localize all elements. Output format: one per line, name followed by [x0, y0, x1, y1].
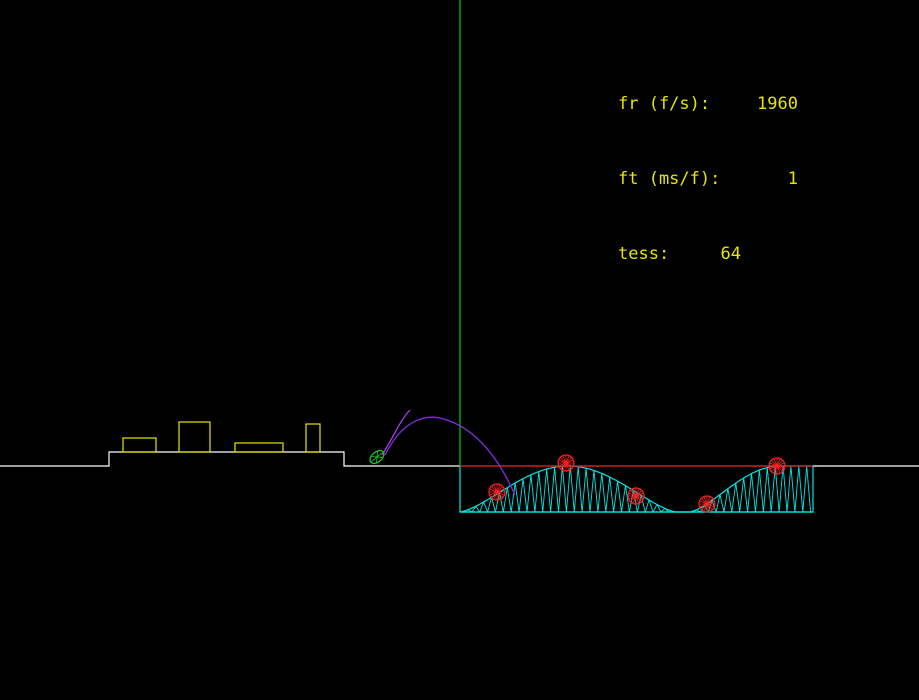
water-surface-wave	[459, 465, 813, 513]
tessellation-row: tess: 64	[618, 242, 798, 267]
wheel	[768, 457, 786, 475]
trajectory-arc	[384, 416, 516, 496]
obstacle-block	[234, 442, 284, 453]
wheel	[488, 483, 506, 501]
wheel	[557, 454, 575, 472]
water-container	[459, 466, 814, 513]
tessellation-label: tess:	[618, 244, 670, 264]
framerate-value: 1960	[757, 94, 798, 114]
trajectory-arc	[381, 409, 411, 456]
frametime-value: 1	[787, 169, 798, 189]
framerate-row: fr (f/s): 1960	[618, 92, 798, 117]
tessellation-value: 64	[720, 244, 741, 264]
framerate-label: fr (f/s):	[618, 94, 711, 114]
obstacle-block	[305, 423, 321, 453]
frametime-label: ft (ms/f):	[618, 169, 721, 189]
obstacle-block	[178, 421, 211, 453]
ground-line	[0, 451, 919, 467]
obstacle-block	[122, 437, 157, 453]
water-mesh-lines	[460, 465, 812, 514]
performance-hud: fr (f/s): 1960 ft (ms/f): 1 tess: 64	[618, 42, 798, 292]
wheel-group	[488, 454, 786, 513]
wheel	[698, 495, 716, 513]
frametime-row: ft (ms/f): 1	[618, 167, 798, 192]
projectile	[369, 449, 385, 465]
wheel	[627, 487, 645, 505]
